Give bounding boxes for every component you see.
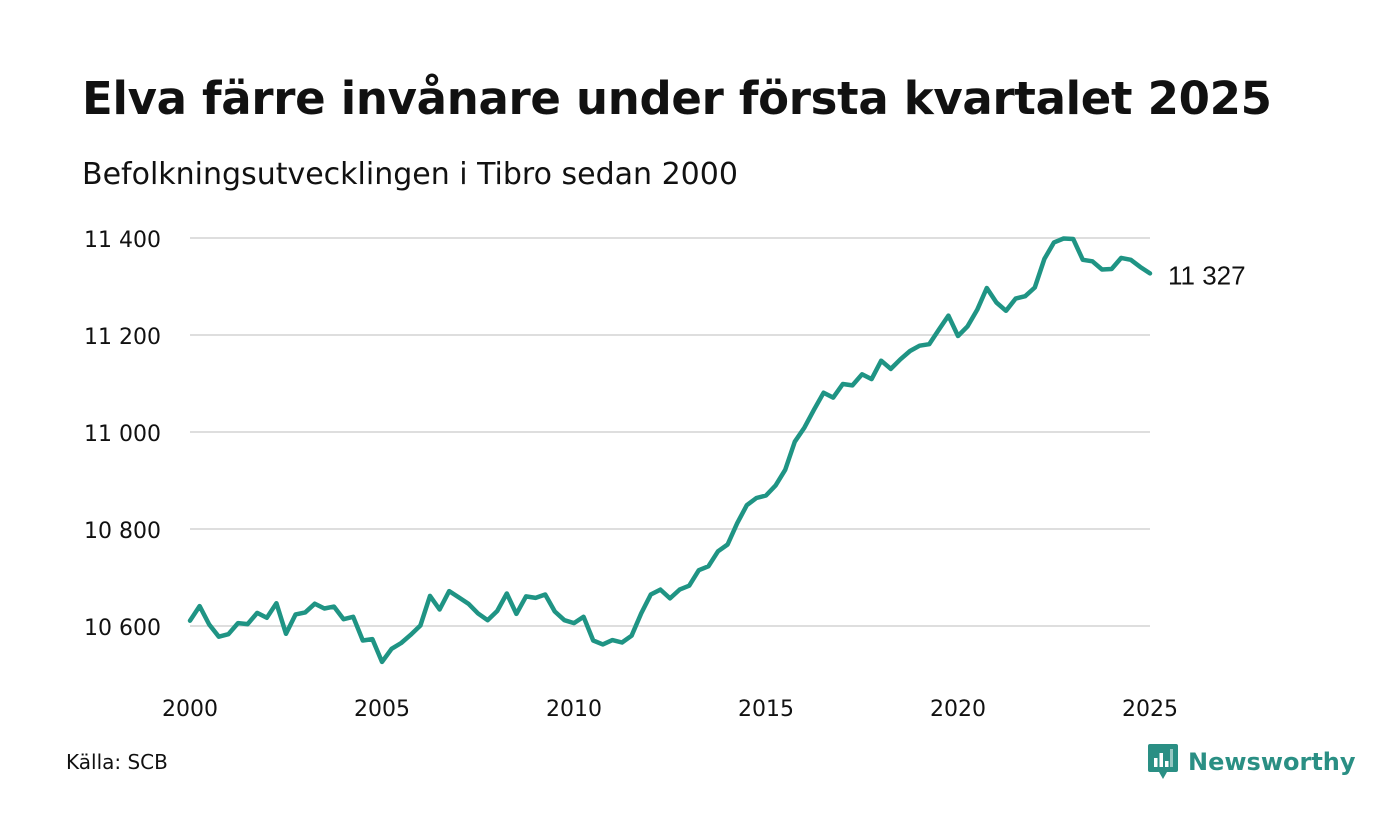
brand-name: Newsworthy bbox=[1188, 748, 1356, 776]
x-tick-label: 2015 bbox=[738, 697, 794, 722]
source-note: Källa: SCB bbox=[66, 750, 168, 774]
x-tick-label: 2020 bbox=[930, 697, 986, 722]
x-tick-label: 2005 bbox=[354, 697, 410, 722]
y-tick-label: 11 200 bbox=[84, 325, 161, 350]
chart-subtitle: Befolkningsutvecklingen i Tibro sedan 20… bbox=[82, 157, 738, 192]
newsworthy-logo-icon bbox=[1148, 744, 1178, 779]
end-value-label: 11 327 bbox=[1168, 260, 1246, 290]
brand-logo: Newsworthy bbox=[1148, 744, 1356, 780]
y-tick-label: 10 800 bbox=[84, 519, 161, 544]
x-tick-label: 2010 bbox=[546, 697, 602, 722]
y-tick-label: 10 600 bbox=[84, 616, 161, 641]
chart-title: Elva färre invånare under första kvartal… bbox=[82, 72, 1272, 125]
x-tick-label: 2025 bbox=[1122, 697, 1178, 722]
y-tick-label: 11 000 bbox=[84, 422, 161, 447]
x-tick-label: 2000 bbox=[162, 697, 218, 722]
population-line bbox=[187, 236, 1153, 665]
y-tick-label: 11 400 bbox=[84, 228, 161, 253]
